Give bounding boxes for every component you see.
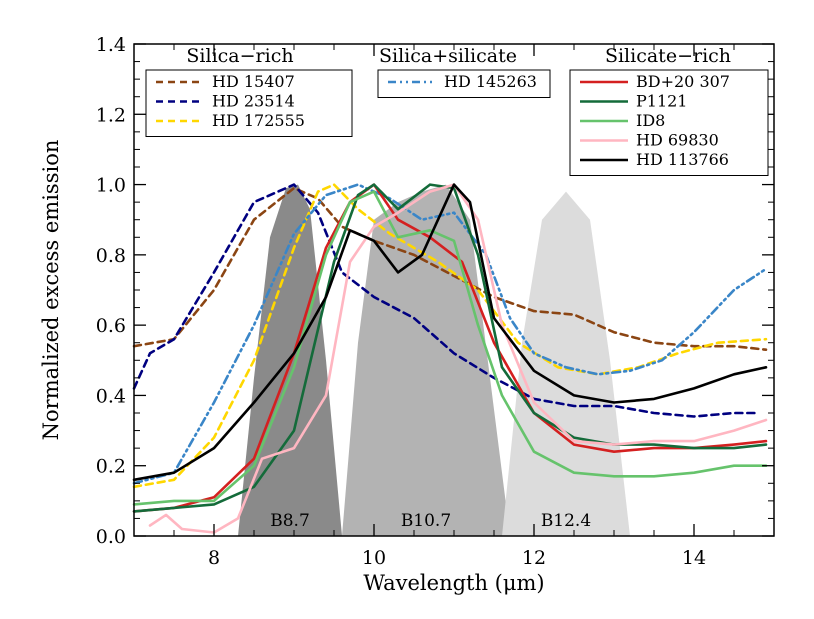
y-tick-label: 0.2 <box>96 456 126 478</box>
legend-box-silicate-rich <box>569 69 769 176</box>
x-tick-label: 8 <box>208 547 220 569</box>
legend-label-p1121: P1121 <box>636 92 687 111</box>
filter-label-b12-4: B12.4 <box>541 511 591 531</box>
x-axis-title: Wavelength (μm) <box>363 571 544 595</box>
filter-labels: B8.7 B10.7 B12.4 <box>270 511 591 531</box>
series-line-id8 <box>132 190 768 506</box>
legend-label-hd-113766: HD 113766 <box>636 150 729 169</box>
series-lines <box>132 183 768 534</box>
legend-label-bd-20-307: BD+20 307 <box>636 72 730 91</box>
y-tick-label: 1.0 <box>96 175 126 197</box>
y-axis-title: Normalized excess emission <box>39 140 63 441</box>
axis-ticks: 8 10 12 14 0.0 0.2 0.4 0.6 0.8 1.0 1.2 1.4 <box>96 34 775 569</box>
legend-label-hd-23514: HD 23514 <box>212 92 295 111</box>
legend-label-hd-172555: HD 172555 <box>212 111 305 130</box>
series-line-hd-69830 <box>148 183 768 534</box>
series-line-hd-113766 <box>132 183 768 482</box>
series-line-p1121 <box>132 183 768 513</box>
legend-label-hd-145263: HD 145263 <box>444 72 537 91</box>
y-tick-label: 0.4 <box>96 385 126 407</box>
legend-box-silica-silicate <box>377 69 551 98</box>
legend-label-hd-69830: HD 69830 <box>636 131 719 150</box>
legend-label-hd-15407: HD 15407 <box>212 72 295 91</box>
filter-band-b10-7 <box>342 184 510 536</box>
legend-group-title-silicate-rich: Silicate−rich <box>605 45 731 67</box>
y-tick-label: 0.0 <box>96 526 126 548</box>
y-tick-label: 0.8 <box>96 245 126 267</box>
y-tick-label: 1.2 <box>96 104 126 126</box>
legend-group-title-silica-silicate: Silica+silicate <box>379 45 517 67</box>
legend-label-id8: ID8 <box>636 111 665 130</box>
legend-group-title-silica-rich: Silica−rich <box>186 45 293 67</box>
series-line-hd-172555 <box>132 183 768 489</box>
x-tick-label: 14 <box>682 547 706 569</box>
x-tick-label: 10 <box>362 547 386 569</box>
y-tick-label: 1.4 <box>96 34 126 56</box>
filter-label-b8-7: B8.7 <box>270 511 310 531</box>
filter-label-b10-7: B10.7 <box>401 511 451 531</box>
y-tick-label: 0.6 <box>96 315 126 337</box>
x-tick-label: 12 <box>522 547 546 569</box>
series-line-hd-15407 <box>132 186 768 352</box>
filter-band-b12-4 <box>502 191 630 536</box>
series-line-hd-23514 <box>132 183 760 418</box>
